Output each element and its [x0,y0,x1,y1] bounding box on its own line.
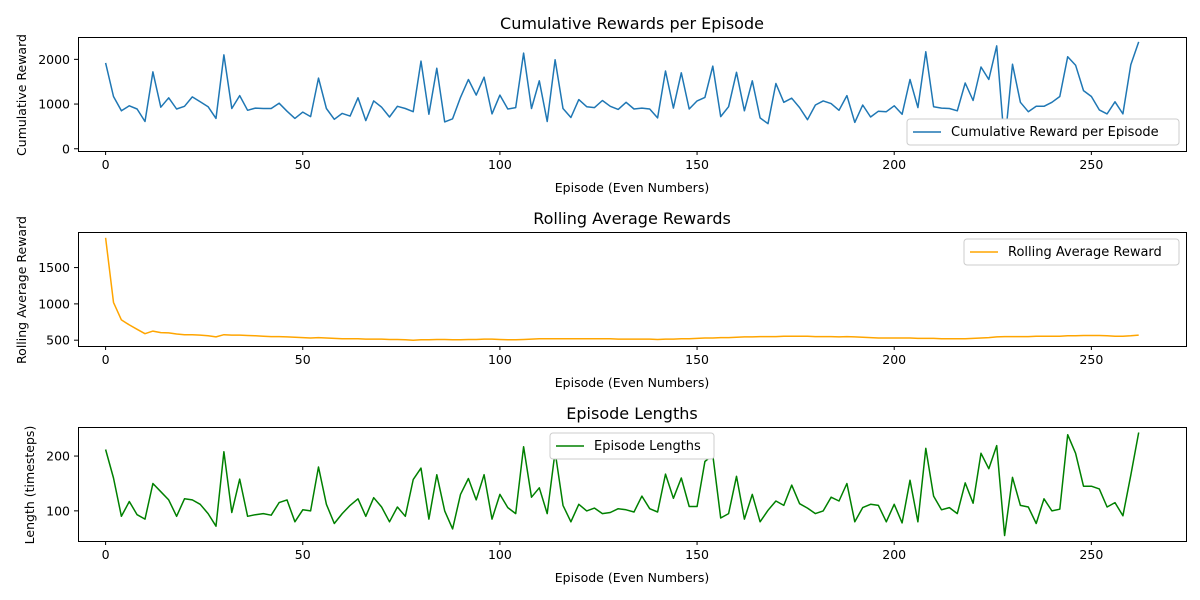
plot-area [104,41,1140,146]
y-axis-label: Rolling Average Reward [14,216,29,364]
x-tick-label: 0 [102,547,110,562]
x-tick-label: 0 [102,352,110,367]
x-tick-label: 250 [1079,157,1103,172]
axis-ticks: 0 50 100 150 200 250 500 1000 1500 [38,260,1103,367]
axis-ticks: 0 50 100 150 200 250 0 1000 2000 [38,52,1103,172]
x-tick-label: 150 [685,157,709,172]
legend-label: Episode Lengths [594,439,701,454]
y-tick-label: 1500 [38,260,70,275]
legend-box [906,118,1180,146]
plot-area [104,237,1139,341]
x-tick-label: 0 [102,157,110,172]
axes-frame [78,37,1187,152]
plot-area [104,432,1140,537]
axis-ticks: 0 50 100 150 200 250 100 200 [46,449,1103,562]
y-tick-label: 1000 [38,97,70,112]
series-line [104,237,1139,341]
panel-title: Episode Lengths [566,404,697,423]
x-tick-label: 50 [295,352,311,367]
x-tick-label: 100 [488,352,512,367]
x-tick-label: 150 [685,547,709,562]
x-tick-label: 250 [1079,547,1103,562]
x-tick-label: 250 [1079,352,1103,367]
legend-box [963,238,1180,266]
y-axis-label: Cumulative Reward [14,34,29,156]
legend: Episode Lengths [549,432,715,460]
cumulative-reward-panel: Cumulative Rewards per Episode Episode (… [14,14,1187,195]
axes-frame [78,427,1187,542]
x-tick-label: 50 [295,157,311,172]
y-tick-label: 0 [62,141,70,156]
legend: Cumulative Reward per Episode [906,118,1180,146]
x-tick-label: 100 [488,157,512,172]
x-axis-label: Episode (Even Numbers) [555,180,709,195]
x-axis-label: Episode (Even Numbers) [555,570,709,585]
legend-box [549,432,715,460]
rolling-average-panel: Rolling Average Rewards Episode (Even Nu… [14,209,1187,390]
legend: Rolling Average Reward [963,238,1180,266]
x-tick-label: 50 [295,547,311,562]
x-tick-label: 200 [882,157,906,172]
series-line [104,41,1140,146]
legend-label: Cumulative Reward per Episode [951,125,1159,140]
y-axis-label: Length (timesteps) [22,426,37,545]
x-axis-label: Episode (Even Numbers) [555,375,709,390]
panel-title: Cumulative Rewards per Episode [500,14,764,33]
axes-frame [78,232,1187,347]
x-tick-label: 100 [488,547,512,562]
x-tick-label: 200 [882,547,906,562]
legend-label: Rolling Average Reward [1008,245,1162,260]
x-tick-label: 150 [685,352,709,367]
y-tick-label: 500 [46,333,70,348]
x-tick-label: 200 [882,352,906,367]
y-tick-label: 2000 [38,52,70,67]
panel-title: Rolling Average Rewards [533,209,731,228]
series-line [104,432,1140,537]
y-tick-label: 100 [46,503,70,518]
episode-lengths-panel: Episode Lengths Episode (Even Numbers) L… [22,404,1187,585]
y-tick-label: 1000 [38,296,70,311]
y-tick-label: 200 [46,449,70,464]
